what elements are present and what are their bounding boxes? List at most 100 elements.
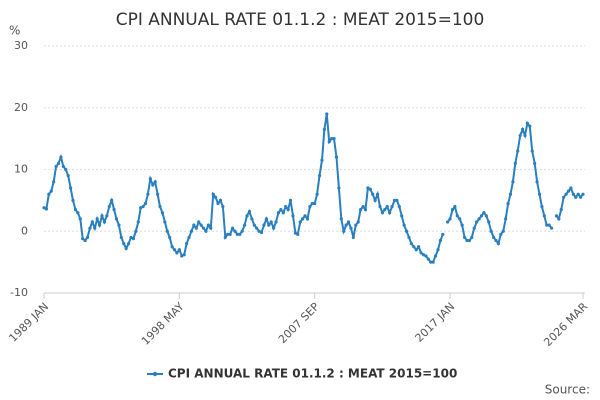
data-point <box>378 204 382 209</box>
data-point <box>122 242 126 246</box>
data-point <box>136 220 140 224</box>
data-point <box>90 220 94 224</box>
data-point <box>516 149 520 153</box>
data-point <box>479 214 484 218</box>
data-point <box>414 248 418 252</box>
data-point <box>255 226 259 230</box>
data-point <box>185 242 189 246</box>
data-point <box>182 253 186 257</box>
data-point <box>119 235 123 240</box>
data-point <box>407 235 411 240</box>
data-point <box>269 220 273 224</box>
data-point <box>141 204 145 209</box>
data-point <box>487 220 491 224</box>
data-point <box>264 217 268 221</box>
data-point <box>250 217 254 221</box>
data-point <box>68 186 73 190</box>
data-point <box>496 242 501 246</box>
data-point <box>247 209 252 214</box>
data-point <box>197 220 201 224</box>
data-point <box>441 232 445 236</box>
data-point <box>320 158 324 162</box>
data-point <box>520 127 525 131</box>
data-point <box>81 237 85 241</box>
x-tick-label: 2007 SEP <box>276 300 322 346</box>
data-point <box>201 226 206 230</box>
data-point <box>450 208 455 212</box>
data-point <box>139 206 143 210</box>
data-point <box>375 192 380 196</box>
data-point <box>535 180 539 184</box>
data-point <box>523 133 527 138</box>
data-point <box>455 214 459 218</box>
data-point <box>433 254 438 258</box>
data-point <box>47 192 51 196</box>
data-point <box>262 223 266 227</box>
data-point <box>470 235 474 240</box>
x-tick-label: 2026 MAR <box>541 300 590 349</box>
data-point <box>508 192 513 196</box>
data-point <box>105 214 109 218</box>
data-point <box>327 140 331 144</box>
data-point <box>417 245 421 249</box>
data-point <box>465 238 469 243</box>
data-point <box>513 161 517 165</box>
data-point <box>540 204 544 209</box>
data-point <box>211 192 215 196</box>
data-point <box>245 214 249 218</box>
data-point <box>279 208 283 212</box>
data-point <box>296 232 300 236</box>
data-point <box>400 214 404 218</box>
data-point <box>102 220 107 224</box>
data-point <box>467 238 471 243</box>
data-point <box>42 206 46 210</box>
data-point <box>192 223 196 227</box>
data-point <box>267 223 271 227</box>
data-point <box>542 214 546 218</box>
data-point <box>453 204 457 209</box>
data-point <box>243 223 247 227</box>
data-point <box>334 155 339 159</box>
data-point <box>143 201 148 206</box>
data-point <box>252 223 256 227</box>
y-tick-label: 0 <box>21 224 28 237</box>
data-point <box>177 248 181 252</box>
data-point <box>380 211 384 215</box>
data-point <box>310 201 314 206</box>
data-point <box>49 189 53 193</box>
data-point <box>303 214 307 218</box>
data-point <box>284 204 288 209</box>
data-point <box>571 192 575 196</box>
chart-title: CPI ANNUAL RATE 01.1.2 : MEAT 2015=100 <box>116 10 485 30</box>
data-point <box>293 231 297 235</box>
data-point <box>112 208 116 212</box>
data-point <box>148 177 152 181</box>
data-point <box>218 198 223 202</box>
data-point <box>76 211 80 215</box>
data-point <box>482 211 486 215</box>
data-point <box>332 137 336 141</box>
data-point <box>566 189 571 193</box>
y-tick-label: 30 <box>14 39 28 52</box>
data-point <box>206 223 210 227</box>
data-point <box>301 217 305 221</box>
y-tick-label: -10 <box>10 286 28 299</box>
data-point <box>95 217 99 221</box>
data-point <box>472 226 476 230</box>
data-point <box>460 223 464 227</box>
data-point <box>233 229 237 233</box>
data-point <box>337 186 341 190</box>
data-point <box>158 204 162 209</box>
data-point <box>64 167 68 172</box>
data-point <box>346 220 351 224</box>
data-point <box>172 248 177 252</box>
data-point <box>366 186 370 190</box>
data-point <box>557 217 561 221</box>
data-point <box>221 204 225 209</box>
data-point <box>160 211 165 215</box>
data-point <box>549 226 554 230</box>
data-point <box>562 195 566 199</box>
y-tick-label: 10 <box>14 163 28 176</box>
data-point <box>165 229 169 233</box>
